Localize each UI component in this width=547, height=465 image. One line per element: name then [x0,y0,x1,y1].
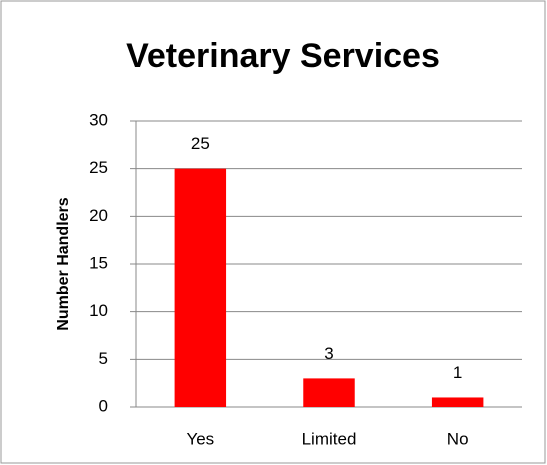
y-tick-label: 0 [99,396,108,415]
data-label: 25 [191,134,210,153]
x-tick-label: No [447,429,469,448]
y-tick-label: 25 [89,158,108,177]
y-axis-label: Number Handlers [55,197,72,330]
x-tick-label: Limited [302,429,357,448]
x-tick-label: Yes [186,429,214,448]
y-tick-label: 20 [89,206,108,225]
y-tick-label: 30 [89,110,108,129]
bar [303,378,355,407]
bar [431,397,484,407]
y-tick-label: 15 [89,253,108,272]
y-tick-label: 10 [89,301,108,320]
data-label: 1 [453,363,462,382]
bar [174,168,227,407]
data-label: 3 [324,344,333,363]
chart-title: Veterinary Services [126,37,440,75]
y-tick-label: 5 [99,349,108,368]
